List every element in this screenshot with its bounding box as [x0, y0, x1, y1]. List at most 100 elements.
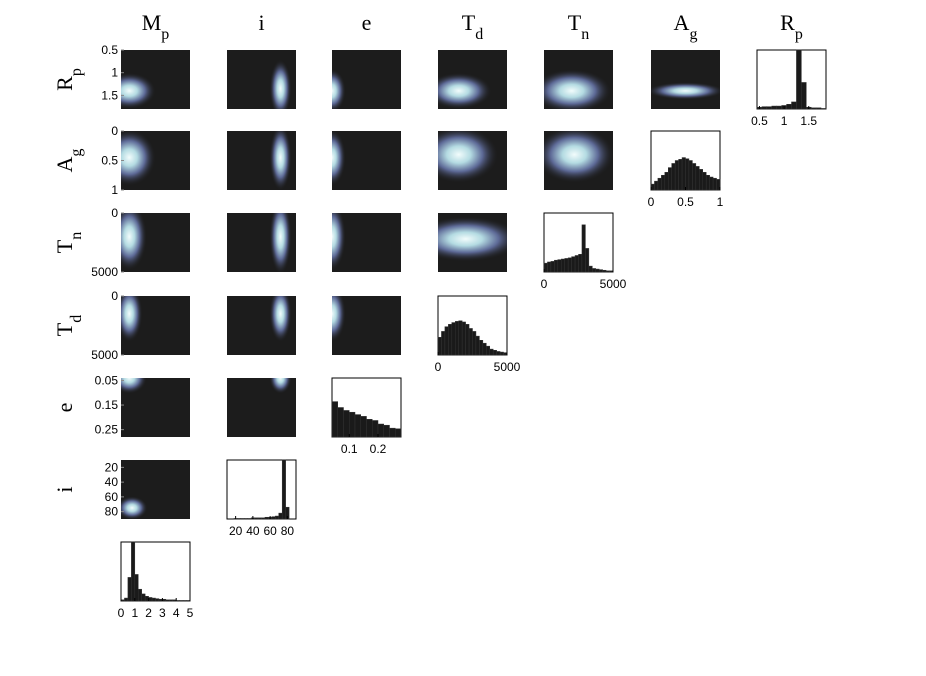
panel: [227, 378, 296, 437]
histogram-bar: [578, 254, 583, 273]
panel: 0.5 1 1.5: [101, 43, 190, 109]
x-tick-label: 0.2: [370, 442, 387, 456]
histogram-bar: [120, 599, 125, 602]
histogram-bar: [598, 269, 603, 273]
density-peak: [438, 131, 499, 183]
histogram-bar: [664, 172, 669, 191]
panel: [544, 50, 613, 109]
histogram-bar: [141, 593, 146, 602]
y-tick-label: 5000: [91, 265, 118, 279]
subscript: g: [68, 149, 85, 157]
histogram-bar: [709, 176, 714, 191]
histogram-bar: [786, 104, 792, 110]
x-tick-label: 60: [263, 524, 277, 538]
histogram-bar: [383, 424, 390, 438]
density-peak: [121, 496, 148, 519]
histogram-bar: [247, 518, 252, 520]
histogram-bar: [567, 257, 572, 273]
x-tick-label: 80: [281, 524, 295, 538]
histogram-bar: [349, 411, 356, 438]
symbol: e: [52, 403, 77, 413]
x-tick-label: 3: [159, 606, 166, 620]
histogram-bar: [564, 258, 569, 273]
panel: 0 5000: [541, 212, 627, 291]
histogram-bar: [455, 321, 459, 356]
symbol: i: [52, 486, 77, 492]
y-tick-label: 0: [111, 206, 118, 220]
histogram-bar: [264, 516, 269, 520]
histogram-bar: [461, 321, 466, 356]
x-tick-label: 0.5: [751, 114, 768, 128]
histogram-bar: [441, 331, 446, 356]
panel: [332, 296, 401, 355]
x-tick-label: 20: [229, 524, 243, 538]
histogram-bar: [366, 419, 373, 438]
variable-label: Rp: [780, 10, 803, 43]
density-peak: [544, 69, 612, 109]
variable-label: Mp: [142, 10, 170, 43]
y-tick-label: 80: [105, 505, 119, 519]
histogram-bar: [761, 106, 768, 110]
subscript: g: [689, 26, 697, 43]
histogram-bar: [595, 268, 600, 273]
density-peak: [269, 296, 292, 343]
panel: [438, 131, 507, 190]
y-tick-label: 0.15: [95, 398, 119, 412]
histogram-bar: [699, 169, 703, 191]
histogram-bar: [668, 167, 672, 191]
panel: [438, 213, 507, 272]
variable-label: i: [258, 10, 264, 35]
panel: 0.05 0.15 0.25: [95, 373, 190, 437]
histogram-bar: [791, 101, 797, 110]
y-tick-label: 1.5: [101, 88, 118, 102]
histogram-bar: [437, 337, 442, 356]
histogram-bar: [331, 401, 338, 438]
histogram-bar: [148, 597, 153, 602]
subscript: p: [161, 26, 169, 43]
panel: 0 5000: [91, 206, 190, 279]
histogram-bar: [124, 597, 129, 602]
density-peak: [438, 216, 507, 262]
symbol: R: [52, 76, 77, 91]
x-tick-label: 1: [781, 114, 788, 128]
histogram-bar: [482, 342, 487, 356]
subscript: d: [68, 315, 85, 323]
panel: 0.1 0.2: [331, 377, 402, 456]
histogram-bar: [496, 351, 501, 356]
histogram-bar: [771, 105, 777, 110]
x-tick-label: 4: [173, 606, 180, 620]
histogram-bar: [468, 328, 473, 356]
subscript: n: [581, 26, 589, 43]
density-peak: [544, 131, 613, 183]
histogram-bar: [671, 163, 676, 191]
symbol: T: [568, 10, 582, 35]
histogram-bar: [134, 574, 139, 602]
histogram-bar: [261, 517, 266, 520]
symbol: M: [142, 10, 162, 35]
variable-label: Td: [462, 10, 483, 43]
panel: 0 5000: [91, 289, 190, 362]
histogram-bar: [547, 261, 552, 273]
y-tick-label: 40: [105, 475, 119, 489]
histogram-bar: [337, 407, 344, 438]
histogram-bar: [503, 352, 508, 356]
density-peak: [121, 131, 156, 186]
histogram-bar: [475, 335, 480, 356]
histogram-bar: [585, 248, 590, 273]
density-peak: [121, 72, 156, 109]
subscript: p: [68, 68, 85, 76]
x-tick-label: 0.1: [341, 442, 358, 456]
histogram-bar: [448, 324, 453, 356]
x-tick-label: 5000: [600, 277, 627, 291]
histogram-bar: [377, 423, 384, 438]
histogram-bar: [182, 600, 187, 602]
histogram-bar: [127, 577, 132, 602]
histogram-bar: [395, 428, 402, 438]
x-tick-label: 1: [717, 195, 724, 209]
density-peak: [438, 72, 492, 109]
histogram-bar: [138, 588, 142, 602]
histogram-bar: [257, 517, 262, 520]
